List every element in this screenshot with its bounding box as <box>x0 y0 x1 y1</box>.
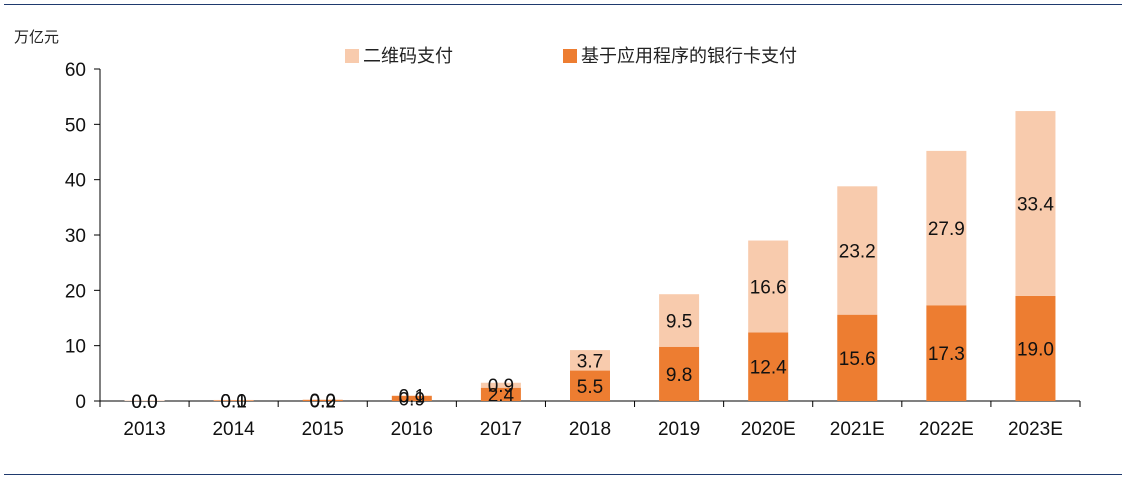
unit-label: 万亿元 <box>14 28 59 46</box>
legend: 二维码支付 基于应用程序的银行卡支付 <box>345 46 797 67</box>
bar-segment-app-card <box>570 370 610 401</box>
data-label: 17.3 <box>928 344 965 365</box>
bar-segment-app-card <box>748 332 789 401</box>
axes: 0 10 20 30 40 50 60 2013 2014 2015 2016 2017 2018 201… <box>65 60 1081 440</box>
bars <box>124 111 1056 401</box>
x-tick-label: 2019 <box>658 419 700 440</box>
data-label: 15.6 <box>839 349 876 370</box>
data-label: 0.1 <box>220 392 246 413</box>
bottom-rule <box>4 474 1122 475</box>
data-label: 0.0 <box>131 392 157 413</box>
bar-segment-app-card <box>926 305 967 401</box>
x-tick-label: 2017 <box>480 419 522 440</box>
top-rule <box>4 4 1122 5</box>
data-label: 3.7 <box>577 351 603 372</box>
y-tick-label: 60 <box>65 60 86 81</box>
data-label: 0.0 <box>220 391 246 412</box>
data-label: 0.1 <box>399 387 425 408</box>
x-tick-label: 2016 <box>391 419 433 440</box>
x-tick-label: 2021E <box>830 419 885 440</box>
data-label: 33.4 <box>1017 194 1054 215</box>
bar-segment-qr <box>124 400 165 401</box>
legend-label: 二维码支付 <box>363 46 453 67</box>
data-label: 9.5 <box>666 311 692 332</box>
x-tick-label: 2013 <box>123 419 165 440</box>
bar-segment-app-card <box>213 400 254 401</box>
y-tick-label: 10 <box>65 337 86 358</box>
bar-segment-app-card <box>391 396 432 401</box>
bar-segment-qr <box>748 240 789 333</box>
bar-segment-qr <box>213 399 254 401</box>
bar-segment-qr <box>926 150 967 306</box>
bar-segment-qr <box>302 399 343 400</box>
data-label: 19.0 <box>1017 339 1054 360</box>
data-label: 0.9 <box>399 390 425 411</box>
data-label: 0.9 <box>488 376 514 397</box>
y-tick-label: 0 <box>75 392 86 413</box>
y-tick-label: 30 <box>65 226 86 247</box>
data-label: 5.5 <box>577 377 603 398</box>
data-label: 16.6 <box>750 277 787 298</box>
x-tick-label: 2014 <box>212 419 255 440</box>
x-tick-label: 2022E <box>919 419 974 440</box>
data-label: 12.4 <box>750 358 787 379</box>
data-label: 0.0 <box>131 392 157 413</box>
y-tick-label: 40 <box>65 171 86 192</box>
data-label: 2.4 <box>488 385 515 406</box>
bar-segment-qr <box>1015 111 1056 296</box>
bar-segment-app-card <box>837 314 878 401</box>
bar-segment-qr <box>570 350 610 371</box>
y-tick-label: 20 <box>65 281 86 302</box>
data-label: 0.0 <box>310 391 336 412</box>
data-labels: 0.00.0 0.10.0 0.20.0 0.90.1 2.40.9 5.53.79.89… <box>131 194 1054 413</box>
data-label: 27.9 <box>928 219 965 240</box>
x-tick-label: 2023E <box>1008 419 1063 440</box>
y-tick-label: 50 <box>65 115 86 136</box>
bar-segment-qr <box>391 395 432 397</box>
bar-segment-qr <box>837 186 878 315</box>
legend-swatch <box>563 49 577 63</box>
data-label: 9.8 <box>666 365 692 386</box>
legend-label: 基于应用程序的银行卡支付 <box>581 46 797 67</box>
x-tick-label: 2020E <box>741 419 796 440</box>
legend-swatch <box>345 49 359 63</box>
bar-segment-qr <box>659 294 700 347</box>
bar-segment-app-card <box>1015 295 1056 401</box>
data-label: 0.2 <box>310 391 336 412</box>
bar-segment-qr <box>480 382 521 388</box>
bar-segment-app-card <box>480 387 521 401</box>
bar-segment-app-card <box>302 399 343 401</box>
bar-segment-app-card <box>659 346 700 401</box>
x-tick-label: 2015 <box>302 419 344 440</box>
data-label: 23.2 <box>839 241 876 262</box>
x-tick-label: 2018 <box>569 419 611 440</box>
